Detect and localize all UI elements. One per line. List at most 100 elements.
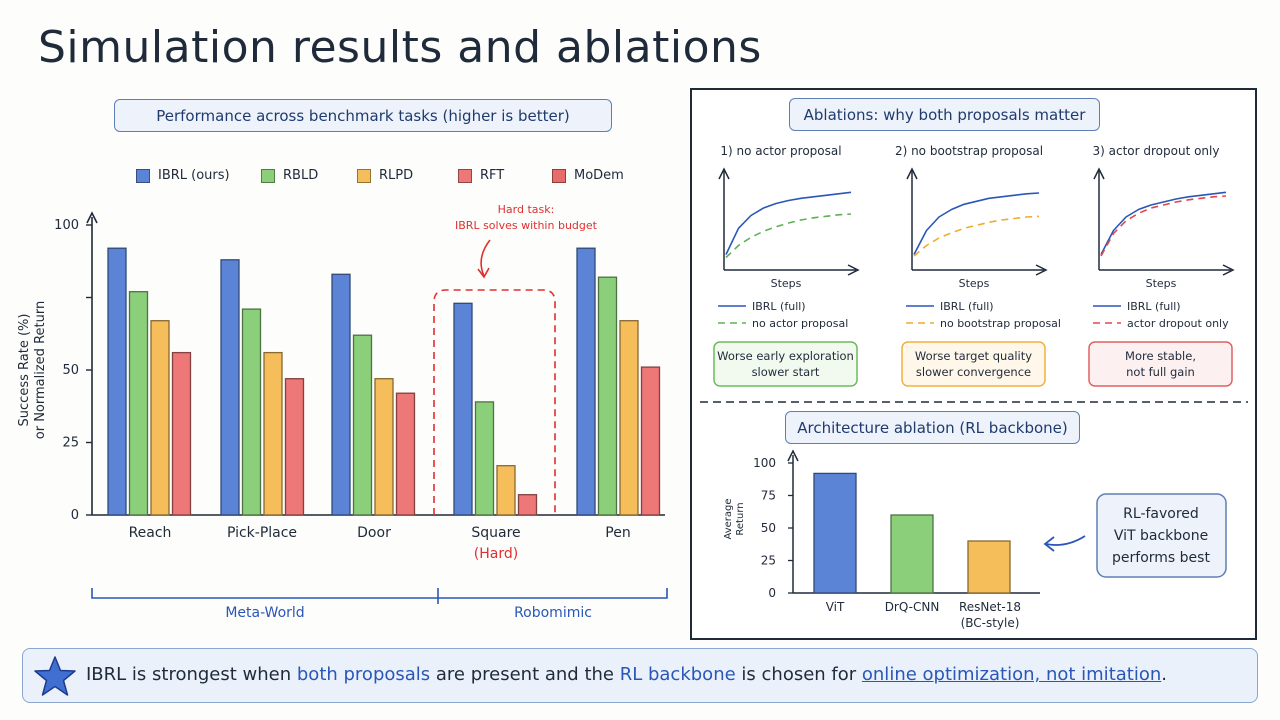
y-tick-label: 0 xyxy=(71,508,79,523)
ablation-line xyxy=(725,191,852,255)
x-tick-label: Square xyxy=(471,525,520,541)
ablation-y-arrow xyxy=(718,167,730,180)
y-tick-label: 25 xyxy=(62,436,79,451)
legend-item: RLPD xyxy=(357,168,413,183)
y-tick-label: 50 xyxy=(62,363,79,378)
legend-label: RLPD xyxy=(379,168,414,183)
hard-task-highlight-box xyxy=(433,289,556,515)
arch-x-tick-label: (BC-style) xyxy=(961,616,1020,630)
callout-box xyxy=(1096,493,1227,578)
ablation-x-label: Steps xyxy=(959,277,990,290)
legend-label-ablation: no bootstrap proposal xyxy=(940,317,1061,330)
ablation-note-line2: slower start xyxy=(752,365,820,379)
callout-arrowhead xyxy=(1043,536,1055,552)
arch-x-tick-label: ViT xyxy=(826,600,845,614)
hard-task-annotation-line1: Hard task: xyxy=(498,203,555,216)
x-tick-label: Reach xyxy=(129,525,172,541)
bar-rft-reach xyxy=(171,351,192,516)
arch-y-tick-label: 100 xyxy=(753,456,776,470)
legend-item: IBRL (ours) xyxy=(136,168,230,183)
bar-ibrl-ours--square xyxy=(453,302,473,516)
arch-x-tick-label: DrQ-CNN xyxy=(885,600,940,614)
summary-highlight-proposals: both proposals xyxy=(296,664,431,685)
summary-banner: IBRL is strongest when both proposals ar… xyxy=(22,648,1258,703)
bar-rlpd-pick-place xyxy=(263,351,283,516)
ablation-x-arrow xyxy=(1222,264,1235,276)
bar-rlpd-door xyxy=(374,378,394,516)
legend-label: RFT xyxy=(480,168,505,183)
benchmark-panel-title: Performance across benchmark tasks (high… xyxy=(114,99,612,132)
arch-bar-2 xyxy=(967,540,1011,594)
ablation-subplot-title: 2) no bootstrap proposal xyxy=(895,144,1043,158)
arch-y-tick-label: 75 xyxy=(761,489,776,503)
legend-label: RBLD xyxy=(283,168,319,183)
ablation-note-box xyxy=(1088,341,1233,387)
hard-task-arrow xyxy=(480,239,491,277)
bar-rft-square xyxy=(517,494,538,516)
y-axis-label-line: or Normalized Return xyxy=(33,301,48,439)
legend-label-ablation: actor dropout only xyxy=(1127,317,1229,330)
ablation-x-label: Steps xyxy=(1146,277,1177,290)
ablation-line xyxy=(1100,191,1227,255)
bar-rbld-pen xyxy=(597,276,618,516)
arch-bar-0 xyxy=(813,472,857,594)
summary-part-7: . xyxy=(1161,664,1167,685)
legend-swatch xyxy=(136,168,150,183)
ablation-subplot-title: 3) actor dropout only xyxy=(1093,144,1220,158)
ablation-y-arrow xyxy=(1093,167,1105,180)
group-label-robomimic: Robomimic xyxy=(514,605,592,621)
arch-y-tick-label: 0 xyxy=(768,586,776,600)
summary-highlight-backbone: RL backbone xyxy=(619,664,736,685)
ablation-line xyxy=(725,213,852,259)
arch-y-tick-label: 50 xyxy=(761,521,776,535)
ablation-x-label: Steps xyxy=(771,277,802,290)
bar-ibrl-ours--door xyxy=(331,273,351,516)
ablation-y-arrow xyxy=(906,167,918,180)
bar-rbld-square xyxy=(474,401,495,516)
bar-ibrl-ours--pen xyxy=(576,247,596,516)
bar-rbld-pick-place xyxy=(241,308,262,516)
arch-y-label-line: Return xyxy=(735,502,746,535)
legend-item: MoDem xyxy=(552,168,624,183)
summary-part-3: are present and the xyxy=(430,664,620,685)
ablation-note-line2: not full gain xyxy=(1126,365,1195,379)
bar-rlpd-pen xyxy=(619,320,639,516)
legend-swatch xyxy=(261,168,275,183)
summary-part-1: IBRL is strongest when xyxy=(86,664,297,685)
square-hard-label: (Hard) xyxy=(474,546,518,562)
ablation-note-line1: Worse early exploration xyxy=(717,349,854,363)
callout-line3: performs best xyxy=(1112,550,1210,566)
benchmark-bar-chart: 0 25 50 100 Success Rate (%)or Normalized Re… xyxy=(17,203,668,621)
y-axis-label-line: Success Rate (%) xyxy=(17,314,32,427)
summary-text: IBRL is strongest when both proposals ar… xyxy=(86,664,1167,685)
bar-rft-door xyxy=(395,392,416,516)
bar-rbld-door xyxy=(352,334,373,516)
ablation-line xyxy=(1100,195,1227,257)
ablation-x-arrow xyxy=(847,264,860,276)
ablation-note-line2: slower convergence xyxy=(916,365,1031,379)
arch-y-label: AverageReturn xyxy=(723,498,746,539)
x-tick-label: Pick-Place xyxy=(227,525,297,541)
summary-part-5: is chosen for xyxy=(735,664,862,685)
arch-y-tick-label: 25 xyxy=(761,554,776,568)
group-bracket xyxy=(91,588,668,599)
bar-rbld-reach xyxy=(128,291,149,516)
legend-label: IBRL (ours) xyxy=(158,168,230,183)
ablation-note-box xyxy=(901,341,1046,387)
x-tick-label: Pen xyxy=(605,525,630,541)
arch-y-arrow xyxy=(787,449,799,462)
y-axis-label: Success Rate (%)or Normalized Return xyxy=(17,301,48,439)
architecture-ablation-title: Architecture ablation (RL backbone) xyxy=(785,411,1080,444)
page-title: Simulation results and ablations xyxy=(38,22,762,73)
ablation-note-box xyxy=(713,341,858,387)
legend-swatch xyxy=(458,168,472,183)
ablation-subplot-title: 1) no actor proposal xyxy=(720,144,841,158)
callout-line1: RL-favored xyxy=(1123,506,1199,522)
legend-label-full: IBRL (full) xyxy=(940,300,994,313)
bar-rlpd-square xyxy=(496,465,516,516)
hard-task-annotation-line2: IBRL solves within budget xyxy=(455,219,598,232)
arch-x-tick-label: ResNet-18 xyxy=(959,600,1021,614)
y-axis-arrow xyxy=(86,211,98,224)
bar-ibrl-ours--pick-place xyxy=(220,259,240,516)
legend-item: RFT xyxy=(458,168,504,183)
